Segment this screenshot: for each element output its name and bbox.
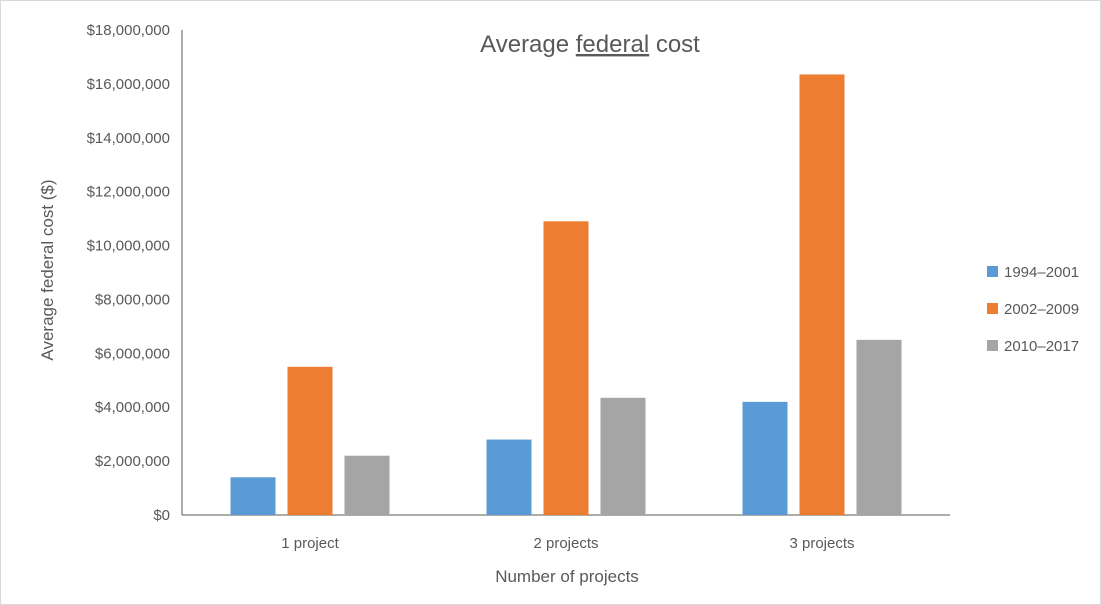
bar xyxy=(600,397,646,515)
bar xyxy=(799,74,845,515)
x-axis: 1 project 2 projects 3 projects xyxy=(182,514,950,552)
y-tick-label: $2,000,000 xyxy=(95,453,170,470)
y-tick-label: $12,000,000 xyxy=(87,184,170,201)
y-tick-label: $0 xyxy=(153,507,170,524)
legend-swatch xyxy=(987,303,998,314)
x-tick-label: 3 projects xyxy=(789,535,854,552)
x-axis-title: Number of projects xyxy=(495,567,639,586)
bar xyxy=(543,221,589,516)
bar xyxy=(230,477,276,515)
bar xyxy=(344,455,390,515)
y-tick-label: $8,000,000 xyxy=(95,291,170,308)
bar xyxy=(486,439,532,515)
y-tick-label: $4,000,000 xyxy=(95,399,170,416)
y-axis-title: Average federal cost ($) xyxy=(38,179,57,360)
y-tick-label: $16,000,000 xyxy=(87,76,170,93)
bar xyxy=(742,401,788,515)
chart-title-part-3: cost xyxy=(649,31,700,58)
legend-label: 2002–2009 xyxy=(1004,301,1079,318)
chart-title-part-2: federal xyxy=(576,31,649,58)
bar xyxy=(856,339,902,515)
x-tick-label: 1 project xyxy=(281,535,339,552)
y-axis: $0 $2,000,000 $4,000,000 $6,000,000 $8,000,0… xyxy=(87,22,183,524)
bars xyxy=(230,74,902,516)
legend-label: 1994–2001 xyxy=(1004,264,1079,281)
y-tick-label: $14,000,000 xyxy=(87,130,170,147)
legend-swatch xyxy=(987,266,998,277)
x-tick-label: 2 projects xyxy=(533,535,598,552)
bar xyxy=(287,366,333,515)
y-tick-label: $6,000,000 xyxy=(95,345,170,362)
legend-swatch xyxy=(987,340,998,351)
chart-title: Average federal cost xyxy=(480,31,700,58)
y-tick-label: $10,000,000 xyxy=(87,238,170,255)
y-tick-label: $18,000,000 xyxy=(87,22,170,39)
legend-label: 2010–2017 xyxy=(1004,338,1079,355)
chart-title-part-1: Average xyxy=(480,31,576,58)
legend: 1994–2001 2002–2009 2010–2017 xyxy=(987,264,1079,355)
